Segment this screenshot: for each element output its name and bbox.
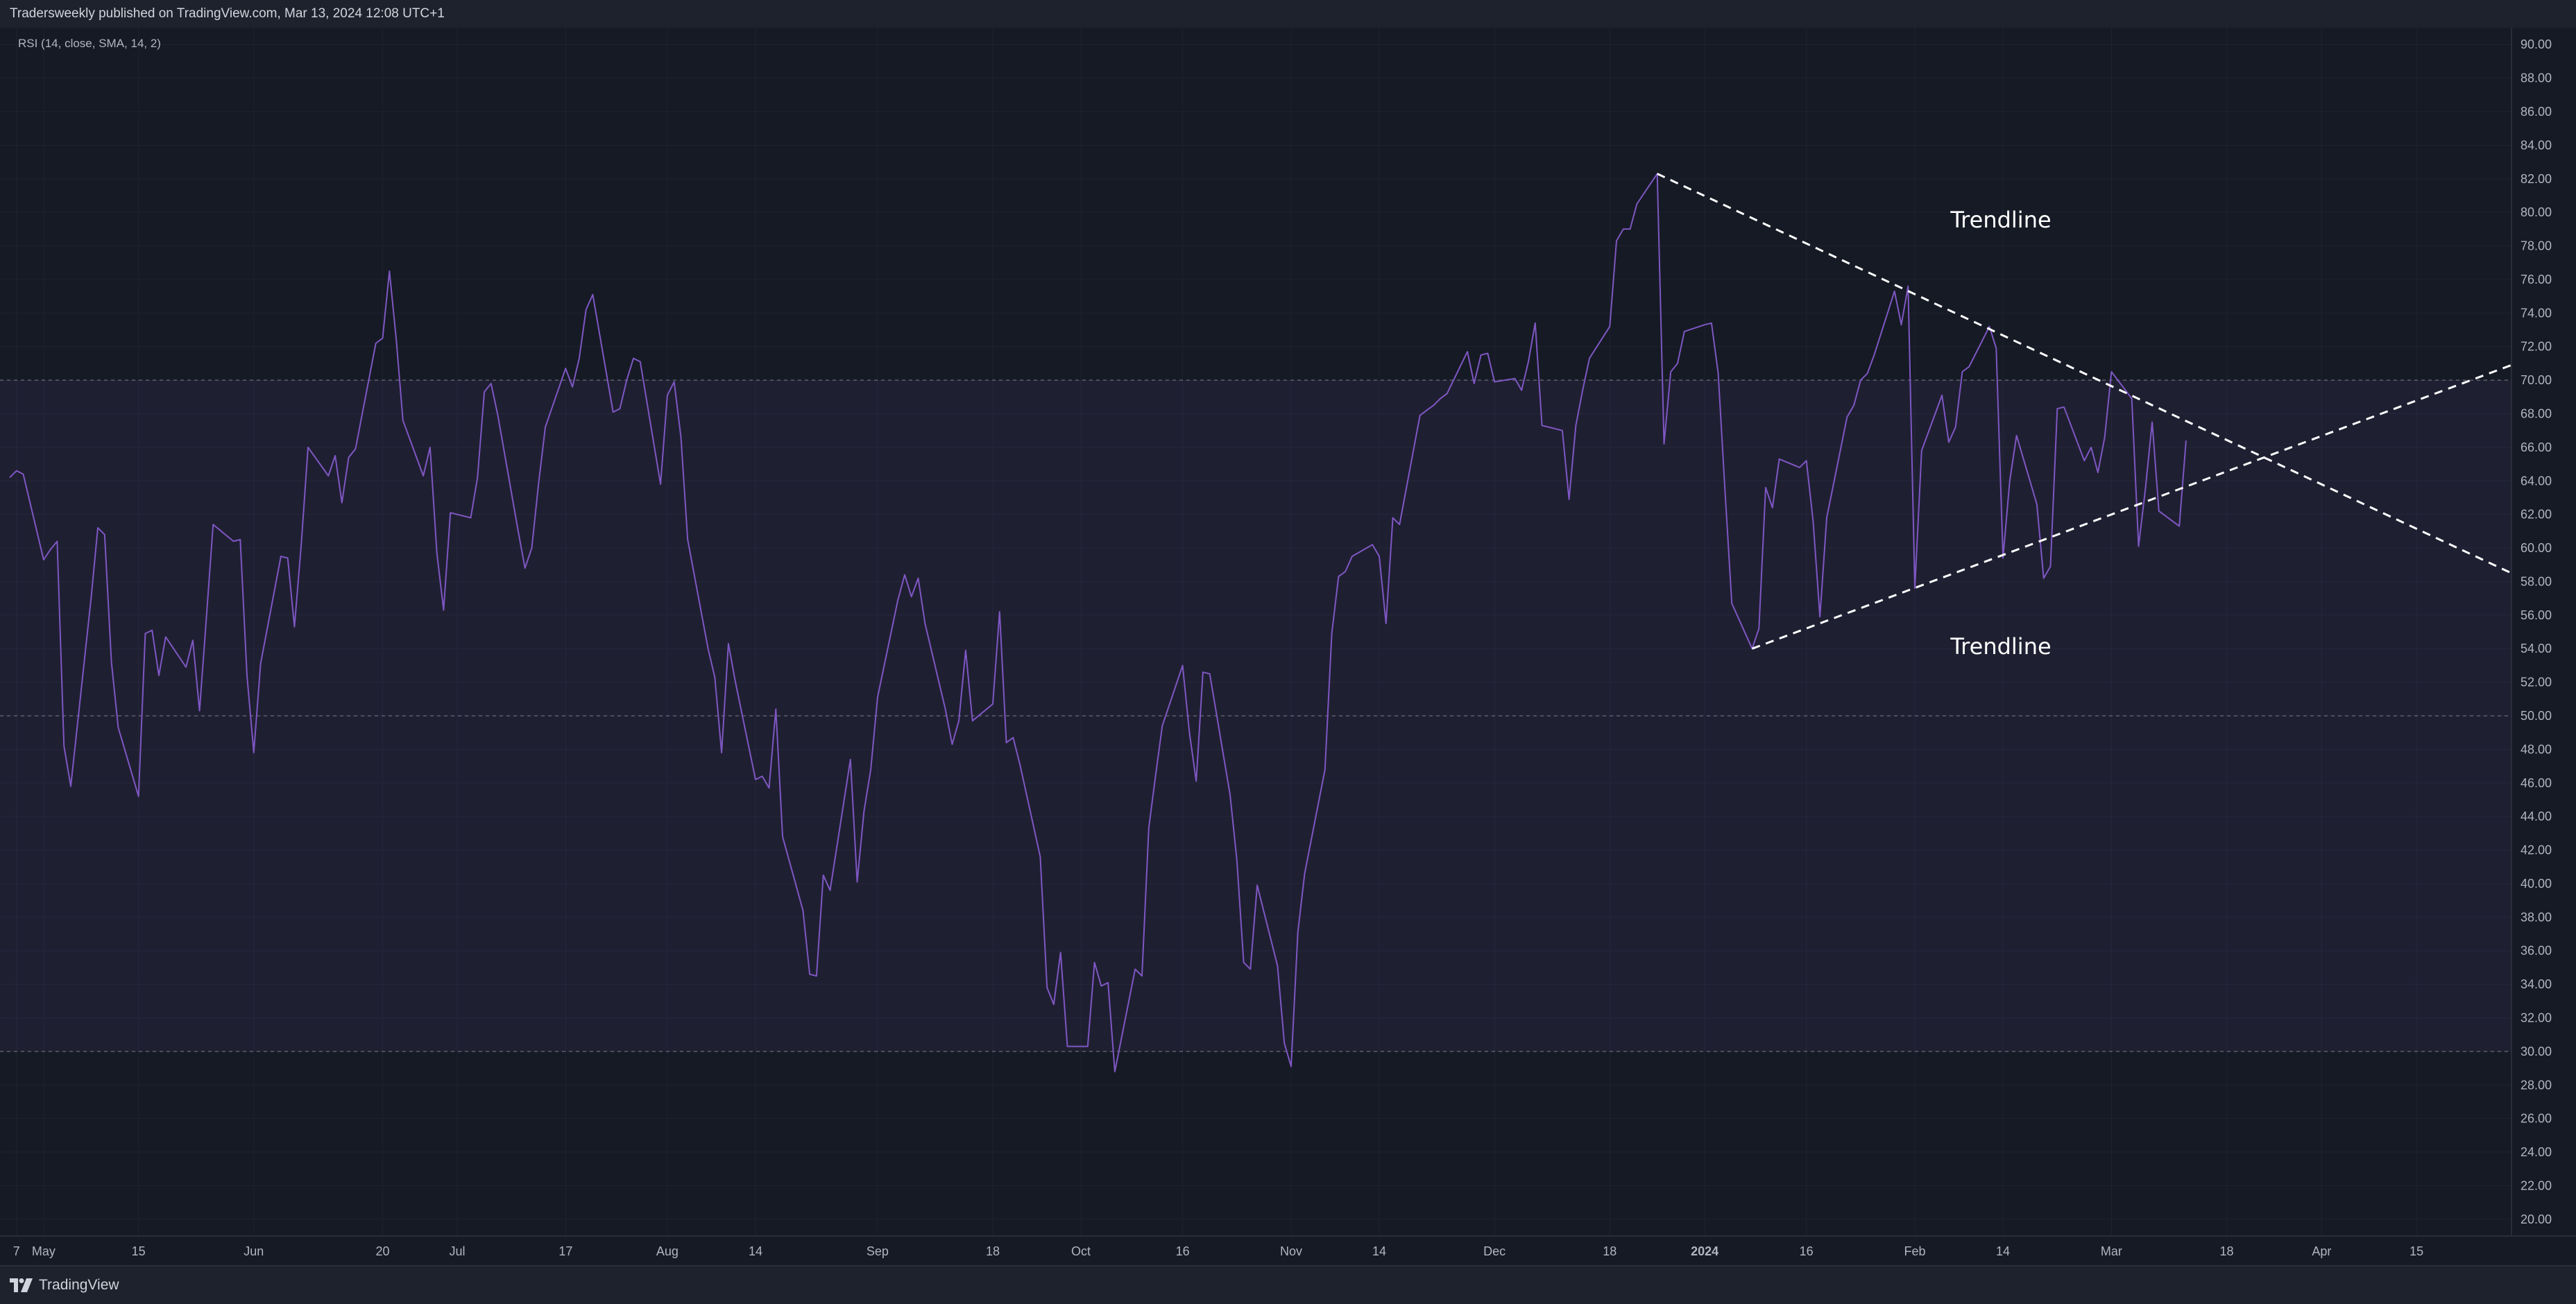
y-tick-label: 56.00 — [2520, 608, 2552, 622]
x-tick-label: 15 — [2409, 1244, 2423, 1258]
x-tick-label: Feb — [1904, 1244, 1926, 1258]
time-axis-background — [0, 1236, 2576, 1265]
x-tick-label: May — [32, 1244, 56, 1258]
indicator-label[interactable]: RSI (14, close, SMA, 14, 2) — [18, 37, 161, 50]
y-tick-label: 64.00 — [2520, 474, 2552, 488]
x-tick-label: Mar — [2101, 1244, 2122, 1258]
y-tick-label: 38.00 — [2520, 910, 2552, 924]
trendline-label: Trendline — [1950, 207, 2051, 233]
x-tick-label: Apr — [2312, 1244, 2331, 1258]
y-tick-label: 32.00 — [2520, 1011, 2552, 1024]
y-tick-label: 78.00 — [2520, 239, 2552, 253]
y-tick-label: 46.00 — [2520, 776, 2552, 790]
x-tick-label: 18 — [2220, 1244, 2234, 1258]
y-tick-label: 48.00 — [2520, 742, 2552, 756]
level-lines — [0, 379, 2511, 1052]
x-tick-label: 15 — [132, 1244, 146, 1258]
y-tick-label: 20.00 — [2520, 1212, 2552, 1226]
x-tick-label: Nov — [1280, 1244, 1302, 1258]
x-tick-label: Jul — [449, 1244, 465, 1258]
y-tick-label: 24.00 — [2520, 1145, 2552, 1159]
y-tick-label: 62.00 — [2520, 508, 2552, 522]
x-tick-label: Sep — [867, 1244, 889, 1258]
x-tick-label: Oct — [1071, 1244, 1091, 1258]
publish-header: Tradersweekly published on TradingView.c… — [0, 0, 2576, 29]
y-tick-label: 88.00 — [2520, 71, 2552, 85]
x-tick-label: 7 — [13, 1244, 20, 1258]
x-tick-label: 14 — [1996, 1244, 2010, 1258]
y-tick-label: 30.00 — [2520, 1045, 2552, 1058]
y-tick-label: 86.00 — [2520, 105, 2552, 119]
y-tick-label: 72.00 — [2520, 340, 2552, 354]
y-tick-label: 26.00 — [2520, 1112, 2552, 1126]
y-tick-label: 76.00 — [2520, 273, 2552, 286]
x-tick-label: 2024 — [1691, 1244, 1718, 1258]
grid — [0, 28, 2511, 1236]
x-tick-label: 18 — [986, 1244, 1000, 1258]
x-tick-label: 20 — [375, 1244, 389, 1258]
y-tick-label: 70.00 — [2520, 373, 2552, 387]
y-tick-label: 84.00 — [2520, 138, 2552, 152]
y-tick-label: 58.00 — [2520, 574, 2552, 588]
x-tick-label: 16 — [1176, 1244, 1190, 1258]
y-tick-label: 60.00 — [2520, 541, 2552, 555]
y-tick-label: 50.00 — [2520, 709, 2552, 723]
x-tick-label: Aug — [656, 1244, 679, 1258]
trendlines[interactable]: Trendline Trendline — [1657, 173, 2512, 660]
y-tick-label: 28.00 — [2520, 1078, 2552, 1092]
price-axis[interactable]: 20.00 22.00 24.00 26.00 28.00 30.00 32.00 34.00… — [2520, 37, 2552, 1226]
y-tick-label: 40.00 — [2520, 877, 2552, 891]
footer-brand: TradingView — [39, 1277, 119, 1293]
time-axis[interactable]: 7 May 15 Jun 20 Jul 17 Aug 14 Sep 18 Oct 16 Nov 14 Dec 1… — [13, 1244, 2423, 1258]
footer-bar: TradingView — [0, 1265, 2576, 1304]
x-tick-label: 17 — [558, 1244, 572, 1258]
tradingview-logo[interactable]: TradingView — [10, 1275, 119, 1296]
publish-info: Tradersweekly published on TradingView.c… — [10, 6, 445, 21]
trendline — [1751, 363, 2512, 650]
x-tick-label: 16 — [1800, 1244, 1814, 1258]
y-tick-label: 90.00 — [2520, 37, 2552, 51]
y-tick-label: 68.00 — [2520, 406, 2552, 420]
x-tick-label: Dec — [1483, 1244, 1505, 1258]
y-tick-label: 66.00 — [2520, 440, 2552, 454]
plot-background — [0, 28, 2576, 1265]
trendline — [1657, 173, 2512, 574]
x-tick-label: Jun — [244, 1244, 264, 1258]
y-tick-label: 74.00 — [2520, 306, 2552, 320]
y-tick-label: 80.00 — [2520, 205, 2552, 219]
y-tick-label: 42.00 — [2520, 843, 2552, 857]
tradingview-logo-icon — [10, 1278, 33, 1292]
y-tick-label: 52.00 — [2520, 676, 2552, 689]
y-tick-label: 44.00 — [2520, 809, 2552, 823]
y-tick-label: 36.00 — [2520, 944, 2552, 958]
y-tick-label: 82.00 — [2520, 172, 2552, 186]
y-tick-label: 34.00 — [2520, 977, 2552, 991]
x-tick-label: 18 — [1603, 1244, 1617, 1258]
x-tick-label: 14 — [1372, 1244, 1386, 1258]
y-tick-label: 54.00 — [2520, 642, 2552, 655]
x-tick-label: 14 — [749, 1244, 762, 1258]
trendline-label: Trendline — [1950, 633, 2051, 660]
rsi-line[interactable] — [9, 173, 2187, 1072]
y-tick-label: 22.00 — [2520, 1178, 2552, 1192]
